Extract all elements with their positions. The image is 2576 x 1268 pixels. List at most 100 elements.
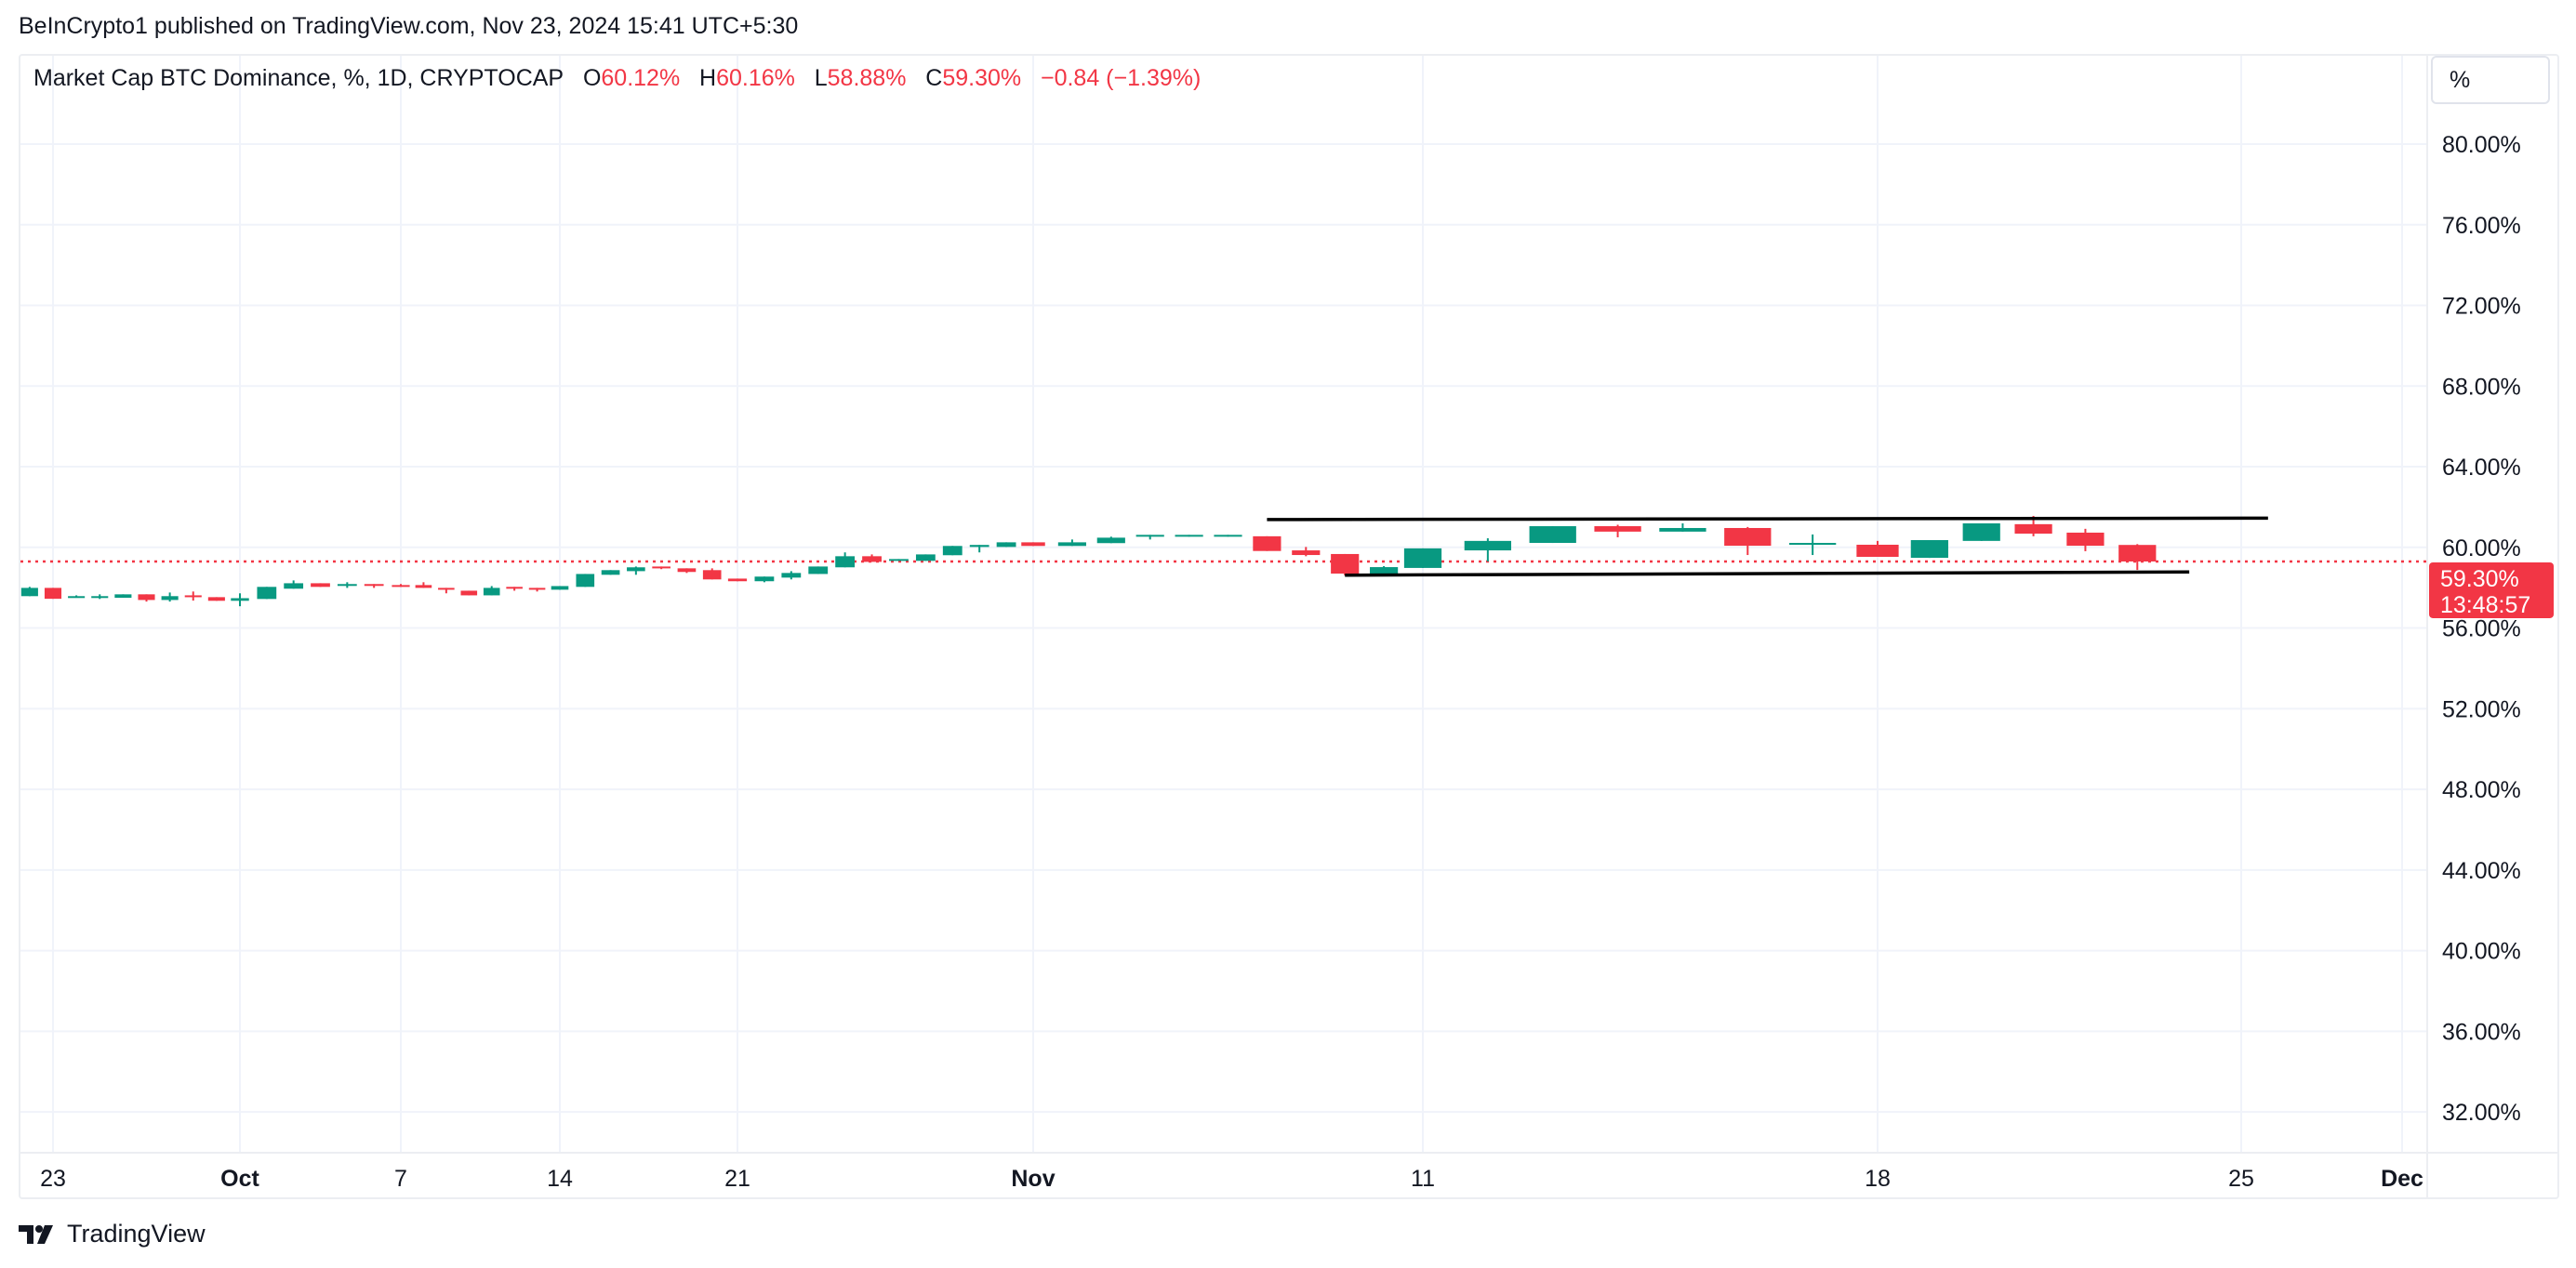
- candle-2024-10-30: [969, 545, 989, 553]
- candle-body: [506, 587, 523, 589]
- candle-body: [161, 596, 179, 601]
- candle-2024-11-09: [1331, 553, 1360, 575]
- candle-body: [754, 576, 775, 582]
- time-tick-label: 11: [1411, 1166, 1435, 1192]
- candle-2024-10-06: [364, 584, 384, 588]
- candle-body: [601, 570, 620, 575]
- candle-body: [415, 585, 432, 588]
- candle-body: [627, 567, 645, 572]
- candle-body: [969, 545, 989, 548]
- candle-body: [781, 573, 802, 578]
- candle-2024-11-01: [1021, 542, 1045, 547]
- candle-2024-11-22: [2066, 528, 2105, 551]
- close-value: 59.30%: [942, 65, 1022, 91]
- trendline-upper: [1267, 516, 2268, 522]
- candle-2024-10-20: [702, 568, 722, 580]
- candle-body: [702, 570, 722, 580]
- candle-body: [727, 578, 748, 582]
- candle-2024-10-11: [483, 586, 500, 596]
- candle-2024-10-07: [392, 584, 410, 588]
- footer-brand[interactable]: TradingView: [19, 1220, 206, 1248]
- candle-2024-10-21: [727, 578, 748, 582]
- candle-body: [207, 597, 225, 601]
- low-label: L: [814, 65, 828, 91]
- candle-2024-11-12: [1464, 538, 1512, 561]
- candle-2024-11-08: [1292, 547, 1321, 557]
- trendline-lower: [1345, 570, 2190, 577]
- candle-body: [1214, 535, 1242, 537]
- price-tick-label: 72.00%: [2442, 294, 2521, 320]
- high-label: H: [699, 65, 717, 91]
- candle-body: [1135, 535, 1164, 537]
- candle-body: [1724, 527, 1772, 547]
- candle-2024-09-29: [184, 591, 202, 601]
- price-tick-label: 68.00%: [2442, 374, 2521, 400]
- price-axis: 80.00% 76.00% 72.00% 68.00% 64.00% 60.00% 56.0…: [2442, 132, 2521, 1126]
- price-tick-label: 60.00%: [2442, 535, 2521, 561]
- price-tick-label: 36.00%: [2442, 1019, 2521, 1045]
- candle-2024-10-12: [506, 587, 523, 591]
- candle-body: [528, 588, 546, 590]
- time-tick-label: 14: [547, 1166, 573, 1192]
- candle-body: [364, 584, 384, 587]
- candle-2024-09-24: [68, 595, 86, 599]
- price-tick-label: 32.00%: [2442, 1100, 2521, 1126]
- time-tick-label: Oct: [220, 1166, 259, 1192]
- candle-body: [1856, 544, 1899, 557]
- candle-2024-10-05: [337, 582, 357, 588]
- candle-2024-11-07: [1253, 535, 1281, 551]
- candle-2024-10-26: [862, 554, 882, 562]
- candle-2024-10-19: [677, 568, 697, 574]
- percent-scale-button[interactable]: %: [2431, 56, 2550, 104]
- price-tick-label: 80.00%: [2442, 132, 2521, 158]
- candle-2024-10-01: [231, 593, 249, 607]
- candle-2024-10-02: [257, 587, 277, 600]
- tradingview-logo-icon: [19, 1224, 53, 1244]
- candle-body: [1403, 548, 1442, 568]
- candle-body: [184, 595, 202, 598]
- candle-2024-09-25: [91, 594, 109, 600]
- candle-2024-10-14: [551, 586, 569, 590]
- candle-2024-11-02: [1057, 539, 1086, 547]
- price-tick-label: 56.00%: [2442, 616, 2521, 642]
- last-price-value: 59.30%: [2440, 566, 2519, 592]
- open-value: 60.12%: [601, 65, 681, 91]
- low-value: 58.88%: [827, 65, 907, 91]
- candle-body: [1021, 542, 1045, 547]
- candle-2024-10-09: [438, 588, 455, 594]
- candle-2024-09-26: [114, 594, 132, 599]
- candle-body: [1253, 535, 1281, 551]
- candle-2024-10-08: [415, 582, 432, 588]
- candle-body: [91, 596, 109, 599]
- candle-2024-09-23: [44, 588, 62, 600]
- candle-2024-10-13: [528, 588, 546, 592]
- candle-body: [311, 583, 330, 588]
- time-tick-label: 25: [2228, 1166, 2254, 1192]
- candle-body: [483, 588, 500, 596]
- candle-2024-11-18: [1856, 540, 1899, 557]
- candle-body: [392, 585, 410, 588]
- candle-2024-11-17: [1788, 534, 1837, 556]
- symbol-title[interactable]: Market Cap BTC Dominance, %, 1D, CRYPTOC…: [33, 65, 564, 91]
- candle-body: [1594, 526, 1641, 532]
- price-tick-label: 48.00%: [2442, 777, 2521, 803]
- last-price-label: 59.30% 13:48:57: [2429, 561, 2554, 618]
- candle-body: [138, 594, 155, 601]
- candle-2024-09-22: [20, 587, 38, 597]
- published-caption: BeInCrypto1 published on TradingView.com…: [19, 13, 799, 39]
- time-tick-label: 23: [40, 1166, 66, 1192]
- candle-2024-09-28: [161, 592, 179, 602]
- candle-2024-11-04: [1135, 535, 1164, 540]
- time-tick-label: 18: [1865, 1166, 1891, 1192]
- candle-2024-10-29: [942, 546, 963, 556]
- time-tick-label: 21: [724, 1166, 750, 1192]
- time-tick-label: Nov: [1011, 1166, 1055, 1192]
- candle-body: [44, 588, 62, 600]
- candle-2024-10-27: [889, 559, 909, 561]
- candle-body: [1464, 540, 1512, 551]
- candle-2024-11-20: [1962, 522, 2000, 541]
- open-label: O: [582, 65, 602, 91]
- candle-body: [114, 594, 132, 599]
- candle-body: [2066, 532, 2105, 547]
